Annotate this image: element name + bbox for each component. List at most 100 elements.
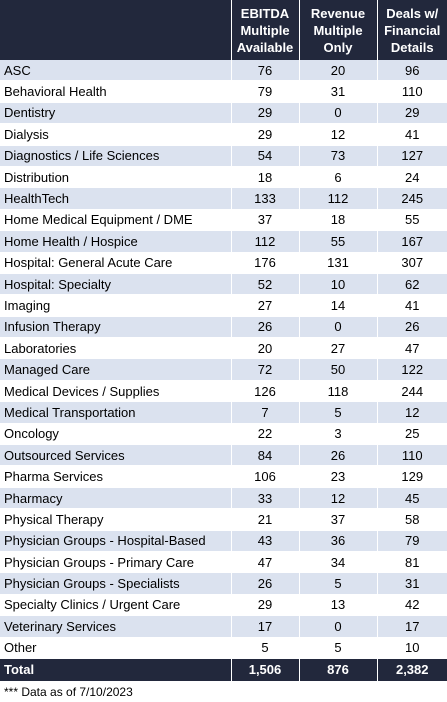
deals-cell: 167 bbox=[377, 230, 447, 253]
deals-cell: 10 bbox=[377, 637, 447, 659]
sector-cell: HealthTech bbox=[0, 187, 232, 210]
deals-cell: 31 bbox=[377, 572, 447, 595]
ebitda-cell: 29 bbox=[231, 102, 300, 125]
sector-cell: Managed Care bbox=[0, 358, 232, 381]
ebitda-cell: 79 bbox=[231, 80, 300, 103]
total-ebitda: 1,506 bbox=[231, 658, 300, 681]
sector-cell: Medical Transportation bbox=[0, 401, 232, 424]
deals-cell: 26 bbox=[377, 316, 447, 339]
table-row: Imaging 27 14 41 bbox=[0, 294, 447, 317]
revenue-cell: 131 bbox=[299, 252, 378, 274]
revenue-cell: 12 bbox=[299, 123, 378, 146]
deals-cell: 58 bbox=[377, 508, 447, 531]
table-row: Other 5 5 10 bbox=[0, 637, 447, 659]
ebitda-cell: 76 bbox=[231, 60, 300, 82]
deals-cell: 244 bbox=[377, 380, 447, 403]
table-row: ASC 76 20 96 bbox=[0, 60, 447, 82]
sector-cell: Oncology bbox=[0, 423, 232, 446]
ebitda-cell: 26 bbox=[231, 572, 300, 595]
sector-cell: Pharmacy bbox=[0, 487, 232, 510]
table-row: Dialysis 29 12 41 bbox=[0, 123, 447, 146]
deals-cell: 122 bbox=[377, 358, 447, 381]
footnote: *** Data as of 7/10/2023 bbox=[4, 684, 133, 699]
table-row: Home Medical Equipment / DME 37 18 55 bbox=[0, 209, 447, 232]
table-row: Pharmacy 33 12 45 bbox=[0, 487, 447, 510]
table-row: Physical Therapy 21 37 58 bbox=[0, 508, 447, 531]
revenue-cell: 10 bbox=[299, 273, 378, 296]
revenue-cell: 118 bbox=[299, 380, 378, 403]
sector-cell: Diagnostics / Life Sciences bbox=[0, 145, 232, 167]
revenue-cell: 26 bbox=[299, 444, 378, 467]
table-row: Distribution 18 6 24 bbox=[0, 166, 447, 189]
sector-cell: Dentistry bbox=[0, 102, 232, 125]
sector-cell: Distribution bbox=[0, 166, 232, 189]
table-row: Medical Transportation 7 5 12 bbox=[0, 401, 447, 424]
table-row: Behavioral Health 79 31 110 bbox=[0, 80, 447, 103]
deals-cell: 127 bbox=[377, 145, 447, 167]
table-row: Diagnostics / Life Sciences 54 73 127 bbox=[0, 145, 447, 167]
deals-table: EBITDA Multiple Available Revenue Multip… bbox=[0, 0, 447, 681]
revenue-cell: 0 bbox=[299, 615, 378, 638]
ebitda-cell: 133 bbox=[231, 187, 300, 210]
ebitda-cell: 33 bbox=[231, 487, 300, 510]
table-row: Oncology 22 3 25 bbox=[0, 423, 447, 446]
sector-cell: Home Medical Equipment / DME bbox=[0, 209, 232, 232]
sector-cell: ASC bbox=[0, 60, 232, 82]
revenue-cell: 31 bbox=[299, 80, 378, 103]
deals-cell: 12 bbox=[377, 401, 447, 424]
table-row: Outsourced Services 84 26 110 bbox=[0, 444, 447, 467]
sector-cell: Specialty Clinics / Urgent Care bbox=[0, 594, 232, 617]
ebitda-cell: 21 bbox=[231, 508, 300, 531]
ebitda-cell: 22 bbox=[231, 423, 300, 446]
total-revenue: 876 bbox=[299, 658, 378, 681]
deals-cell: 45 bbox=[377, 487, 447, 510]
deals-cell: 79 bbox=[377, 530, 447, 552]
deals-cell: 17 bbox=[377, 615, 447, 638]
ebitda-cell: 84 bbox=[231, 444, 300, 467]
sector-cell: Medical Devices / Supplies bbox=[0, 380, 232, 403]
revenue-cell: 36 bbox=[299, 530, 378, 552]
revenue-cell: 27 bbox=[299, 337, 378, 360]
ebitda-cell: 18 bbox=[231, 166, 300, 189]
sector-cell: Hospital: Specialty bbox=[0, 273, 232, 296]
sector-cell: Laboratories bbox=[0, 337, 232, 360]
sector-cell: Pharma Services bbox=[0, 465, 232, 488]
revenue-cell: 13 bbox=[299, 594, 378, 617]
deals-cell: 41 bbox=[377, 294, 447, 317]
sector-cell: Infusion Therapy bbox=[0, 316, 232, 339]
total-label: Total bbox=[0, 658, 232, 681]
deals-cell: 81 bbox=[377, 551, 447, 574]
sector-cell: Physician Groups - Specialists bbox=[0, 572, 232, 595]
ebitda-cell: 106 bbox=[231, 465, 300, 488]
ebitda-cell: 27 bbox=[231, 294, 300, 317]
ebitda-cell: 37 bbox=[231, 209, 300, 232]
total-row: Total 1,506 876 2,382 bbox=[0, 658, 447, 681]
revenue-cell: 6 bbox=[299, 166, 378, 189]
ebitda-cell: 72 bbox=[231, 358, 300, 381]
sector-cell: Outsourced Services bbox=[0, 444, 232, 467]
deals-cell: 42 bbox=[377, 594, 447, 617]
table-row: HealthTech 133 112 245 bbox=[0, 187, 447, 210]
revenue-cell: 34 bbox=[299, 551, 378, 574]
ebitda-cell: 126 bbox=[231, 380, 300, 403]
ebitda-cell: 7 bbox=[231, 401, 300, 424]
deals-cell: 55 bbox=[377, 209, 447, 232]
revenue-cell: 50 bbox=[299, 358, 378, 381]
ebitda-cell: 20 bbox=[231, 337, 300, 360]
ebitda-cell: 47 bbox=[231, 551, 300, 574]
table-body: ASC 76 20 96 Behavioral Health 79 31 110 Dentist… bbox=[0, 60, 447, 659]
revenue-cell: 18 bbox=[299, 209, 378, 232]
header-sector bbox=[0, 0, 232, 60]
table-row: Laboratories 20 27 47 bbox=[0, 337, 447, 360]
ebitda-cell: 52 bbox=[231, 273, 300, 296]
revenue-cell: 112 bbox=[299, 187, 378, 210]
sector-cell: Dialysis bbox=[0, 123, 232, 146]
ebitda-cell: 29 bbox=[231, 123, 300, 146]
revenue-cell: 55 bbox=[299, 230, 378, 253]
revenue-cell: 73 bbox=[299, 145, 378, 167]
header-revenue: Revenue Multiple Only bbox=[299, 0, 378, 60]
deals-cell: 129 bbox=[377, 465, 447, 488]
table-row: Veterinary Services 17 0 17 bbox=[0, 615, 447, 638]
ebitda-cell: 176 bbox=[231, 252, 300, 274]
table-row: Pharma Services 106 23 129 bbox=[0, 465, 447, 488]
